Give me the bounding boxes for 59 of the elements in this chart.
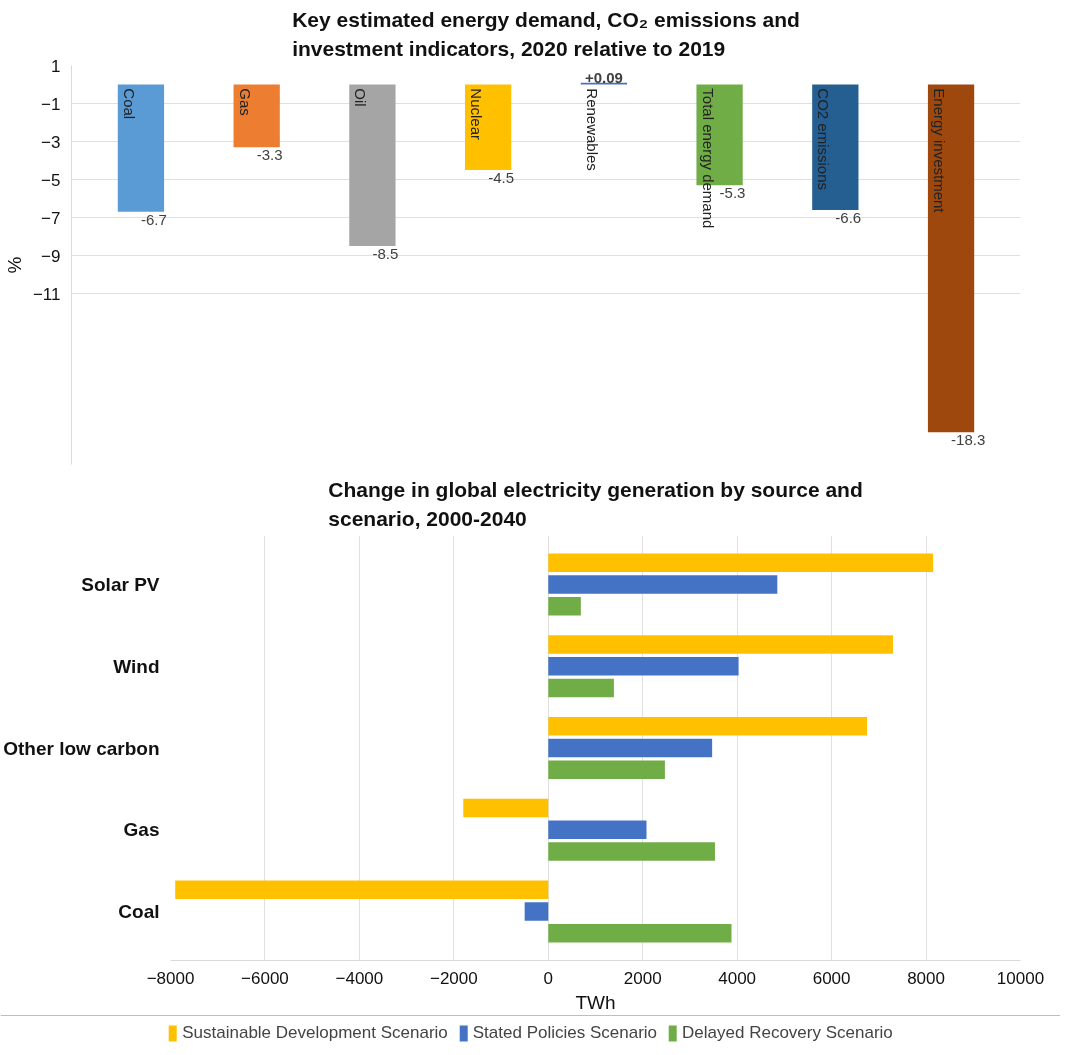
bar	[548, 678, 614, 698]
bar	[548, 820, 647, 839]
data-label: -18.3	[951, 431, 986, 449]
y-tick-label: −7	[41, 208, 61, 228]
x-tick-label: −8000	[146, 968, 195, 988]
bar	[524, 902, 549, 921]
y-axis-title: %	[3, 256, 25, 274]
x-axis-title: TWh	[575, 991, 616, 1013]
legend-label: Sustainable Development Scenario	[182, 1023, 448, 1043]
bar	[548, 716, 868, 736]
data-label: -3.3	[256, 146, 283, 164]
x-tick-label: −2000	[429, 968, 478, 988]
x-tick-label: 6000	[812, 968, 851, 988]
y-tick-label: −9	[41, 246, 61, 266]
chart-title: Change in global electricity generation by source and scenario, 2000-2040	[328, 477, 863, 531]
x-tick-label: −4000	[335, 968, 384, 988]
chart-title: Key estimated energy demand, CO₂ emissions and investment indicators, 2020 relative to 2019	[292, 7, 800, 61]
data-label: -6.7	[140, 210, 167, 228]
y-tick-label: −11	[32, 284, 61, 304]
bar	[548, 738, 713, 758]
bar	[548, 760, 665, 780]
x-tick-label: 4000	[718, 968, 757, 988]
legend-label: Delayed Recovery Scenario	[682, 1023, 893, 1043]
bar	[548, 635, 893, 654]
y-tick-label: Wind	[113, 655, 160, 677]
bar	[548, 597, 581, 616]
y-tick-label: −1	[41, 94, 61, 114]
bar	[548, 553, 934, 573]
category-label: Oil	[352, 88, 370, 107]
y-tick-label: Solar PV	[81, 574, 160, 596]
data-label: -5.3	[719, 184, 746, 202]
data-label: -4.5	[488, 169, 514, 186]
data-label: -6.6	[835, 208, 862, 226]
x-tick-label: −6000	[241, 968, 289, 988]
category-label: CO2 emissions	[815, 88, 833, 190]
bar	[548, 657, 739, 676]
category-label: Energy investment	[930, 88, 948, 213]
y-tick-label: Gas	[123, 819, 160, 841]
x-tick-label: 0	[543, 968, 554, 988]
x-tick-label: 8000	[907, 968, 945, 988]
y-tick-label: −5	[41, 170, 61, 190]
x-tick-label: 10000	[996, 968, 1045, 988]
y-tick-label: Other low carbon	[3, 737, 160, 759]
bar	[463, 798, 549, 818]
category-label: Renewables	[583, 88, 601, 171]
legend-label: Stated Policies Scenario	[472, 1023, 658, 1043]
bar	[548, 575, 778, 594]
y-tick-label: −3	[41, 132, 61, 152]
y-tick-label: 1	[51, 56, 61, 76]
bar	[548, 842, 715, 861]
y-tick-label: Coal	[118, 900, 160, 922]
category-label: Nuclear	[468, 88, 486, 140]
bar	[175, 880, 549, 899]
category-label: Total energy demand	[699, 88, 717, 229]
data-label: +0.09	[584, 68, 623, 86]
x-tick-label: 2000	[623, 968, 662, 988]
data-label: -8.5	[372, 245, 399, 262]
category-label: Gas	[236, 88, 254, 116]
bar	[548, 923, 732, 943]
